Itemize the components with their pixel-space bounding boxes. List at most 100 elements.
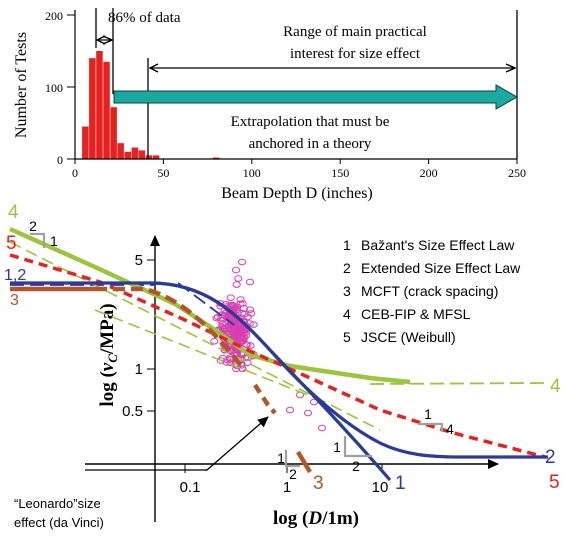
- scatter-point: [218, 320, 227, 328]
- series-label-right-1: 1: [395, 473, 406, 494]
- scatter-point: [237, 258, 247, 266]
- scatter-point: [241, 341, 251, 348]
- hist-xtick-50: 50: [157, 166, 169, 180]
- hist-bar: [131, 147, 139, 159]
- scatter-point: [232, 303, 241, 311]
- legend-num-2: 2: [343, 260, 351, 276]
- hist-xlabel: Beam Depth D (inches): [221, 185, 373, 202]
- series-label-left-5: 5: [6, 233, 17, 254]
- hist-xtick-200: 200: [420, 166, 438, 180]
- histogram-chart: 200 100 0 0 50 100 150 200 250 Number of Test…: [13, 8, 526, 202]
- series-label-right-3: 3: [313, 473, 324, 494]
- pct-label: 86% of data: [108, 10, 181, 26]
- curve-1: [149, 281, 392, 482]
- series-label-left-4: 4: [8, 202, 19, 223]
- slope-tri-mid: [343, 436, 372, 458]
- legend-label-5: JSCE (Weibull): [361, 329, 456, 345]
- series-label-right-5: 5: [549, 472, 560, 493]
- scatter-point: [303, 409, 313, 417]
- scatter-point: [245, 278, 255, 286]
- slope-label-1-tl: 1: [50, 233, 58, 249]
- hist-x-ticks: [74, 159, 518, 164]
- legend: 1 Bažant's Size Effect Law 2 Extended Si…: [343, 237, 521, 345]
- scatter-point: [218, 323, 227, 331]
- hist-xtick-0: 0: [72, 166, 78, 180]
- hist-xtick-250: 250: [508, 166, 526, 180]
- hist-xtick-labels: 0 50 100 150 200 250: [72, 166, 526, 180]
- slope-tri-top-left: [30, 232, 46, 248]
- scatter-point: [237, 337, 246, 345]
- asym-green-flat: [369, 382, 546, 385]
- asym-green-upper: [9, 241, 381, 431]
- hist-bar: [124, 151, 131, 159]
- slope-label-1-tr: 1: [424, 406, 432, 422]
- scatter-point: [236, 296, 245, 303]
- curve-3-solid-right: [296, 450, 312, 474]
- scatter-point: [234, 275, 243, 282]
- scatter-point: [231, 266, 241, 274]
- curve-3-tail: [253, 383, 277, 415]
- slope-triangles: [30, 232, 444, 468]
- range-label-1: Range of main practical: [283, 24, 427, 40]
- hist-xtick-150: 150: [331, 166, 349, 180]
- slope-label-2-tl: 2: [29, 218, 37, 234]
- hist-bar: [212, 157, 220, 159]
- scatter-point: [238, 309, 247, 317]
- scatter-point: [232, 281, 241, 288]
- scatter-point: [230, 333, 239, 341]
- hist-bar: [103, 61, 110, 159]
- legend-label-2: Extended Size Effect Law: [361, 260, 521, 276]
- scatter-point: [240, 321, 249, 328]
- hist-bars: [82, 51, 220, 160]
- slope-tri-top-right: [418, 422, 444, 432]
- scatter-point: [247, 310, 256, 317]
- loglog-chart: 0.1 1 10 5 1 0.5 log (vC/MPa) log (D/1m): [4, 202, 561, 530]
- series-label-right-4: 4: [550, 376, 561, 397]
- hist-bar: [82, 126, 89, 159]
- log-xtick-10: 10: [372, 479, 389, 496]
- scatter-point: [243, 359, 252, 367]
- log-xlabel: log (D/1m): [273, 508, 359, 529]
- scatter-point: [240, 334, 249, 341]
- range-label-2: interest for size effect: [290, 46, 421, 62]
- hist-bar: [152, 155, 160, 159]
- hist-bar: [145, 155, 153, 159]
- log-ytick-0.5: 0.5: [122, 403, 143, 420]
- hist-bar: [89, 58, 96, 160]
- log-ytick-1: 1: [135, 361, 143, 378]
- extrap-arrow: [113, 84, 519, 110]
- hist-ytick-0: 0: [57, 153, 63, 167]
- scatter-point: [226, 359, 235, 367]
- leonardo-label-2: effect (da Vinci): [14, 515, 104, 530]
- slope-label-1-mid: 1: [333, 439, 341, 455]
- legend-num-1: 1: [343, 237, 351, 253]
- hist-bar: [110, 107, 117, 159]
- scatter-point: [317, 424, 327, 432]
- asym-blue-slope: [177, 282, 235, 326]
- hist-ytick-100: 100: [45, 81, 63, 95]
- scatter-point: [249, 321, 258, 328]
- legend-num-4: 4: [343, 306, 351, 322]
- scatter-point: [240, 329, 249, 337]
- slope-label-2-mid: 2: [352, 458, 360, 474]
- legend-num-5: 5: [343, 329, 351, 345]
- log-xtick-0.1: 0.1: [180, 479, 201, 496]
- series-label-left-3: 3: [10, 292, 19, 309]
- extrap-label-1: Extrapolation that must be: [231, 114, 390, 130]
- curve-4: [9, 226, 411, 385]
- hist-bar: [96, 51, 103, 159]
- asym-green-lower: [94, 309, 321, 401]
- series-label-right-2: 2: [545, 447, 556, 468]
- extrap-label-2: anchored in a theory: [249, 136, 372, 152]
- log-xtick-1: 1: [283, 479, 291, 496]
- scatter-point: [210, 337, 219, 345]
- scatter-point: [216, 357, 225, 364]
- series-label-left-12: 1,2: [4, 267, 26, 284]
- slope-tri-bottom: [284, 450, 300, 468]
- legend-label-3: MCFT (crack spacing): [361, 283, 498, 299]
- legend-label-4: CEB-FIP & MFSL: [361, 306, 471, 322]
- scatter-point: [285, 406, 295, 414]
- hist-bar: [117, 143, 124, 159]
- scatter-point: [217, 317, 226, 324]
- curve-3-dashed: [95, 286, 247, 372]
